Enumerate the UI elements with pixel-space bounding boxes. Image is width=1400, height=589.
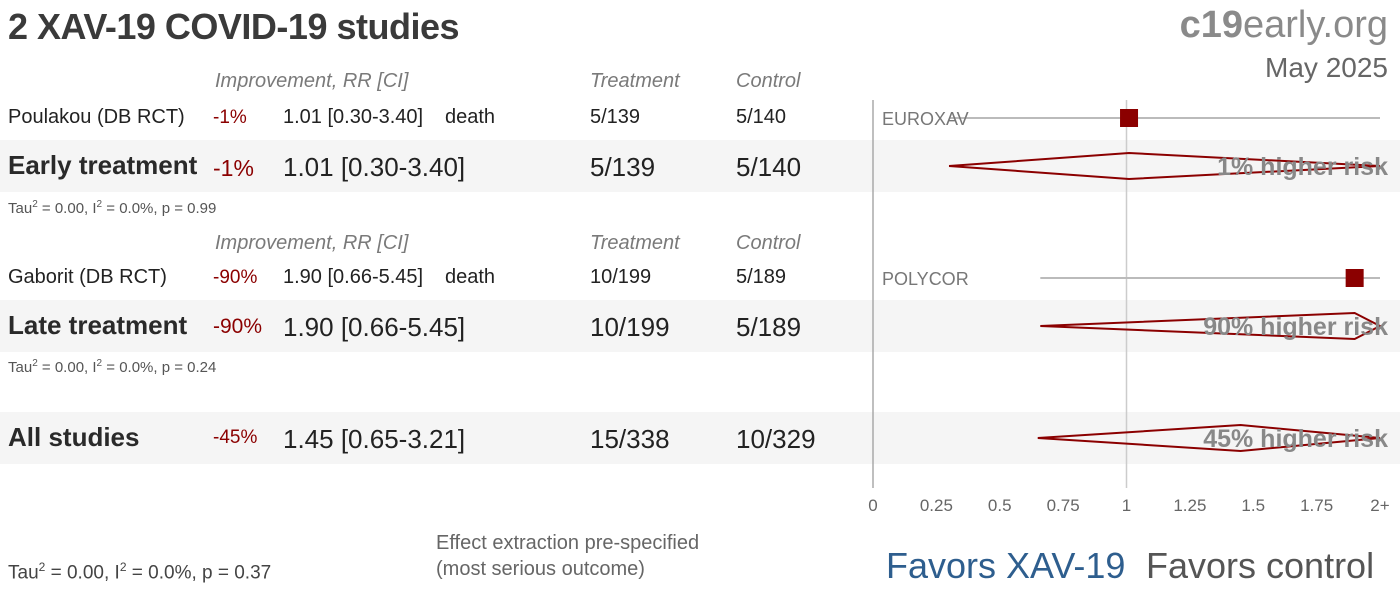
late-treatment-count: 10/199 xyxy=(590,312,670,342)
x-tick-label: 1.5 xyxy=(1241,496,1265,515)
brand-logo[interactable]: c19early.org xyxy=(1180,4,1388,47)
header-treatment: Treatment xyxy=(590,232,680,254)
effect-summary-label: 90% higher risk xyxy=(1203,313,1388,341)
early-summary-band xyxy=(0,140,1400,192)
header-control: Control xyxy=(736,232,801,254)
all-rr-ci: 1.45 [0.65-3.21] xyxy=(283,424,466,454)
early-treatment-label: Early treatment xyxy=(8,150,198,180)
x-tick-label: 0.75 xyxy=(1047,496,1080,515)
study-plot-label: POLYCOR xyxy=(882,269,969,289)
late-control-count: 5/189 xyxy=(736,312,802,342)
study-improvement: -90% xyxy=(213,267,258,288)
all-improvement: -45% xyxy=(213,427,258,448)
pooled-diamond xyxy=(948,151,1381,181)
early-stats: Tau2 = 0.00, I2 = 0.0%, p = 0.99 xyxy=(8,199,217,217)
early-improvement: -1% xyxy=(213,155,254,181)
study-name[interactable]: Poulakou (DB RCT) xyxy=(8,106,185,128)
study-treatment: 10/199 xyxy=(590,266,652,288)
study-outcome: death xyxy=(445,266,496,288)
x-tick-label: 1.75 xyxy=(1300,496,1333,515)
effect-summary-label: 1% higher risk xyxy=(1217,153,1388,181)
late-stats: Tau2 = 0.00, I2 = 0.0%, p = 0.24 xyxy=(8,358,217,376)
all-studies-label: All studies xyxy=(8,422,140,452)
pooled-diamond xyxy=(1040,311,1383,341)
late-rr-ci: 1.90 [0.66-5.45] xyxy=(283,312,466,342)
x-tick-label: 0.25 xyxy=(920,496,953,515)
brand-rest: early.org xyxy=(1242,4,1388,46)
study-improvement: -1% xyxy=(213,107,247,128)
x-tick-label: 2+ xyxy=(1370,496,1389,515)
header-improvement: Improvement, RR [CI] xyxy=(215,70,409,92)
brand-bold: c19 xyxy=(1179,4,1243,46)
effect-note: Effect extraction pre-specified (most ser… xyxy=(436,532,700,580)
overall-stats: Tau2 = 0.00, I2 = 0.0%, p = 0.37 xyxy=(8,560,272,584)
study-rr-ci: 1.01 [0.30-3.40] xyxy=(283,106,424,128)
page-title: 2 XAV-19 COVID-19 studies xyxy=(8,6,460,47)
early-rr-ci: 1.01 [0.30-3.40] xyxy=(283,152,466,182)
all-treatment-count: 15/338 xyxy=(590,424,670,454)
date-label: May 2025 xyxy=(1265,52,1388,83)
study-control: 5/140 xyxy=(736,106,787,128)
late-treatment-label: Late treatment xyxy=(8,310,188,340)
late-improvement: -90% xyxy=(213,315,263,338)
effect-summary-label: 45% higher risk xyxy=(1203,425,1388,453)
x-tick-label: 0.5 xyxy=(988,496,1012,515)
point-estimate-marker xyxy=(1345,269,1364,287)
x-tick-label: 0 xyxy=(868,496,877,515)
pooled-diamond xyxy=(1037,423,1381,453)
header-treatment: Treatment xyxy=(590,70,680,92)
study-rr-ci: 1.90 [0.66-5.45] xyxy=(283,266,424,288)
favors-treatment-label: Favors XAV-19 xyxy=(886,545,1126,586)
point-estimate-marker xyxy=(1120,109,1139,127)
header-improvement: Improvement, RR [CI] xyxy=(215,232,409,254)
x-tick-label: 1 xyxy=(1122,496,1131,515)
all-summary-band xyxy=(0,412,1400,464)
all-control-count: 10/329 xyxy=(736,424,816,454)
header-control: Control xyxy=(736,70,801,92)
study-plot-label: EUROXAV xyxy=(882,109,969,129)
x-tick-label: 1.25 xyxy=(1173,496,1206,515)
study-control: 5/189 xyxy=(736,266,787,288)
early-treatment-count: 5/139 xyxy=(590,152,656,182)
study-name[interactable]: Gaborit (DB RCT) xyxy=(8,266,167,288)
study-treatment: 5/139 xyxy=(590,106,641,128)
late-summary-band xyxy=(0,300,1400,352)
favors-control-label: Favors control xyxy=(1146,545,1375,586)
study-outcome: death xyxy=(445,106,496,128)
early-control-count: 5/140 xyxy=(736,152,802,182)
